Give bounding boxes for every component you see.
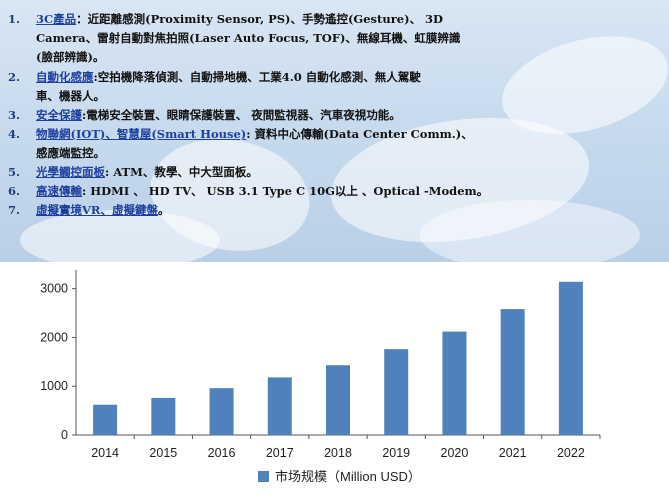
y-tick-label: 3000 xyxy=(40,282,68,296)
separator: : xyxy=(82,108,87,122)
y-tick-label: 2000 xyxy=(40,330,68,344)
map-continent-shape xyxy=(420,200,640,262)
bar-2020 xyxy=(442,331,467,435)
separator: : xyxy=(246,127,251,141)
description: 空拍機降落偵測、自動掃地機、工業4.0 自動化感測、無人駕駛 xyxy=(97,70,421,84)
description: HDMI 、 HD TV、 USB 3.1 Type C 10G以上 、Opti… xyxy=(86,184,489,198)
map-continent-shape xyxy=(20,210,220,262)
x-tick-label: 2022 xyxy=(557,446,585,460)
bar-2016 xyxy=(209,388,234,435)
background-world-map xyxy=(0,0,669,262)
bar-2014 xyxy=(93,404,118,435)
separator: ： xyxy=(76,12,88,26)
category-link[interactable]: 物聯網(IOT)、智慧屋(Smart House) xyxy=(36,127,247,141)
legend-label: 市场规模（Million USD） xyxy=(275,469,421,484)
description: ATM、教學、中大型面板。 xyxy=(109,165,258,179)
description: 車、機器人。 xyxy=(36,89,105,103)
bar-2018 xyxy=(326,365,350,435)
item-number: 1. xyxy=(8,12,21,26)
bar-2017 xyxy=(267,377,292,435)
bar-2021 xyxy=(500,309,525,435)
separator: : xyxy=(93,70,98,84)
description: 感應端監控。 xyxy=(36,146,105,160)
x-tick-label: 2021 xyxy=(499,446,527,460)
item-number: 6. xyxy=(8,184,21,198)
x-tick-label: 2015 xyxy=(149,446,177,460)
separator: : xyxy=(105,165,110,179)
description: Camera、雷射自動對焦拍照(Laser Auto Focus, TOF)、無… xyxy=(36,31,461,45)
bar-2019 xyxy=(384,349,409,435)
x-tick-label: 2017 xyxy=(266,446,294,460)
x-tick-label: 2020 xyxy=(441,446,469,460)
market-size-bar-chart: 0 1000 2000 3000 2014 2015 2016 2017 2018 2019 202… xyxy=(40,270,601,484)
description: 資料中心傳輸(Data Center Comm.)、 xyxy=(250,127,473,141)
category-link[interactable]: 3C產品 xyxy=(36,12,77,26)
y-tick-label: 1000 xyxy=(40,379,68,393)
category-link[interactable]: 光學觸控面板 xyxy=(36,165,105,179)
description: 近距離感測(Proximity Sensor, PS)、手勢遙控(Gesture… xyxy=(87,12,444,26)
legend-swatch xyxy=(258,471,269,482)
category-link[interactable]: 高速傳輸 xyxy=(36,184,82,198)
category-link[interactable]: 虛擬實境VR、虛擬鍵盤 xyxy=(36,203,158,217)
item-number: 7. xyxy=(8,203,21,217)
x-tick-label: 2019 xyxy=(382,446,410,460)
x-tick-label: 2014 xyxy=(91,446,119,460)
item-number: 3. xyxy=(8,108,21,122)
separator: : xyxy=(82,184,87,198)
description: 。 xyxy=(157,203,170,217)
item-number: 2. xyxy=(8,70,21,84)
description: 電梯安全裝置、眼睛保護裝置、 夜間監視器、汽車夜視功能。 xyxy=(86,108,401,122)
item-number: 4. xyxy=(8,127,21,141)
category-link[interactable]: 自動化感應 xyxy=(36,70,94,84)
y-tick-label: 0 xyxy=(61,428,68,442)
description: (臉部辨識)。 xyxy=(36,50,105,64)
bar-2022 xyxy=(558,281,583,435)
x-tick-label: 2018 xyxy=(324,446,352,460)
x-tick-label: 2016 xyxy=(208,446,236,460)
category-link[interactable]: 安全保護 xyxy=(36,108,82,122)
bar-2015 xyxy=(151,397,176,435)
item-number: 5. xyxy=(8,165,21,179)
